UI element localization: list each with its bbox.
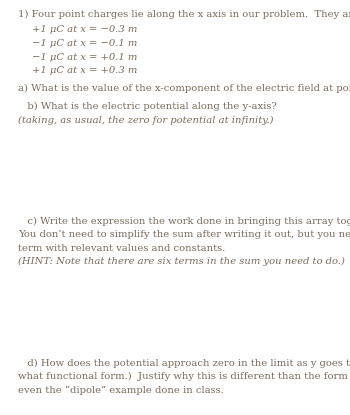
Text: You don’t need to simplify the sum after writing it out, but you need to write o: You don’t need to simplify the sum after…	[18, 230, 350, 239]
Text: c) Write the expression the work done in bringing this array together.: c) Write the expression the work done in…	[18, 217, 350, 226]
Text: +1 μC at x = +0.3 m: +1 μC at x = +0.3 m	[32, 66, 137, 75]
Text: −1 μC at x = +0.1 m: −1 μC at x = +0.1 m	[32, 53, 137, 61]
Text: d) How does the potential approach zero in the limit as y goes to infinity?  (Th: d) How does the potential approach zero …	[18, 359, 350, 368]
Text: a) What is the value of the x-component of the electric field at points along th: a) What is the value of the x-component …	[18, 83, 350, 93]
Text: what functional form.)  Justify why this is different than the form for a point : what functional form.) Justify why this …	[18, 372, 350, 381]
Text: −1 μC at x = −0.1 m: −1 μC at x = −0.1 m	[32, 39, 137, 48]
Text: b) What is the electric potential along the y-axis?: b) What is the electric potential along …	[18, 102, 277, 111]
Text: 1) Four point charges lie along the x axis in our problem.  They are:: 1) Four point charges lie along the x ax…	[18, 10, 350, 19]
Text: term with relevant values and constants.: term with relevant values and constants.	[18, 244, 225, 253]
Text: (HINT: Note that there are six terms in the sum you need to do.): (HINT: Note that there are six terms in …	[18, 257, 345, 266]
Text: (taking, as usual, the zero for potential at infinity.): (taking, as usual, the zero for potentia…	[18, 115, 273, 124]
Text: even the “dipole” example done in class.: even the “dipole” example done in class.	[18, 386, 224, 395]
Text: +1 μC at x = −0.3 m: +1 μC at x = −0.3 m	[32, 25, 137, 34]
